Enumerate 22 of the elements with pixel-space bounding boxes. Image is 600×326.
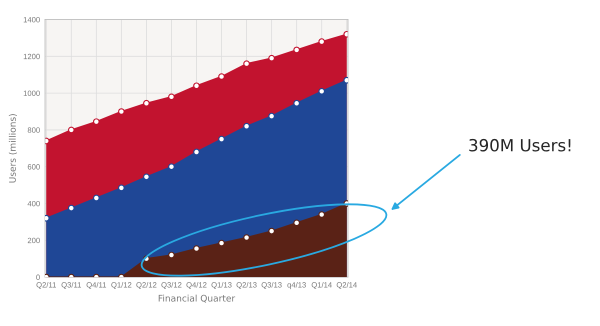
point (268, 228, 275, 234)
point (218, 73, 225, 80)
text: 390M Users! (469, 138, 570, 152)
point (318, 38, 326, 45)
point (93, 194, 100, 202)
point (143, 174, 150, 180)
point (118, 108, 125, 115)
point (193, 148, 200, 156)
point (218, 240, 225, 246)
point (268, 112, 275, 120)
point (318, 211, 326, 218)
point (243, 234, 250, 241)
point (193, 245, 200, 252)
point (68, 204, 75, 212)
point (168, 252, 175, 258)
point (93, 118, 100, 125)
y-axis-title: Users (millions) (8, 114, 17, 183)
point (68, 126, 75, 134)
point (118, 184, 125, 192)
point (293, 46, 300, 54)
point (218, 136, 225, 142)
x-axis-title: Financial Quarter (158, 294, 236, 303)
